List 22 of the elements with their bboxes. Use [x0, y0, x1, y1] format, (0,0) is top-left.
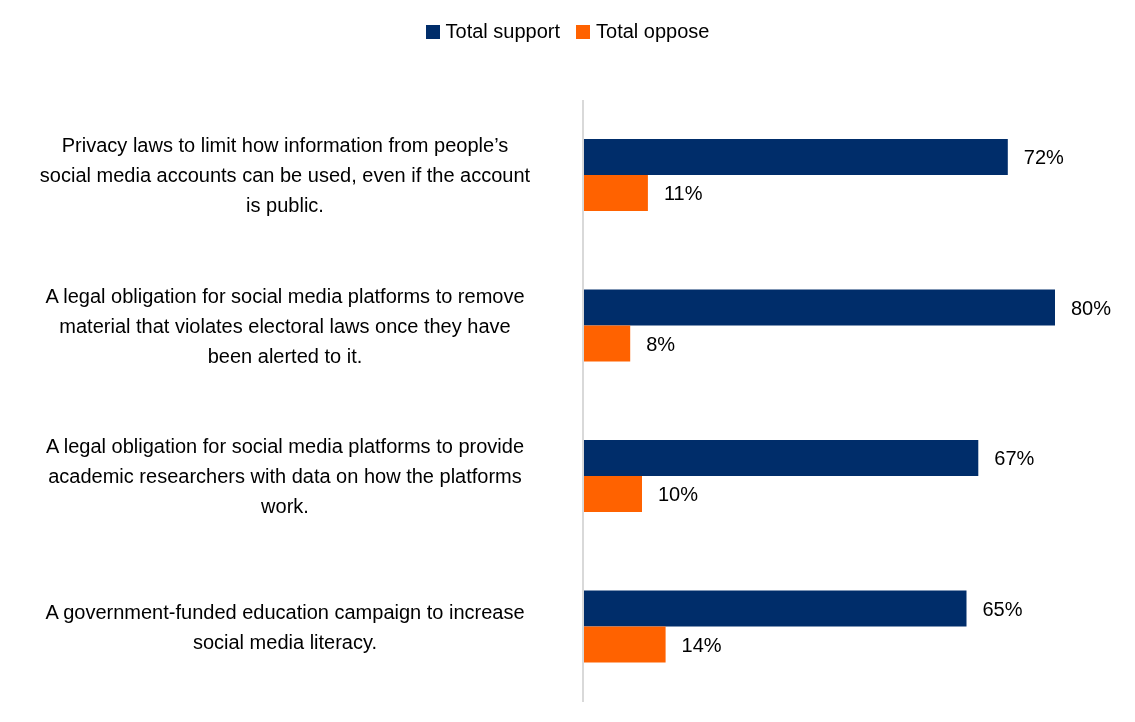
y-tick-label: A legal obligation for social media platforms to remove material that violates electoral laws once they have been alerted to it.	[45, 284, 525, 367]
data-label: 80%	[1071, 296, 1112, 319]
data-label: 67%	[994, 447, 1035, 470]
bar	[583, 289, 1055, 326]
data-label: 65%	[982, 597, 1023, 620]
bar	[583, 440, 979, 476]
bar	[583, 476, 642, 512]
data-label: 10%	[658, 483, 699, 506]
legend-label: Total support	[444, 20, 561, 43]
bar	[583, 139, 1008, 175]
data-label: 72%	[1023, 146, 1065, 169]
y-tick-label: A legal obligation for social media platforms to provide academic researchers with data on how the platforms work.	[45, 435, 525, 518]
bar	[583, 325, 631, 362]
bar	[583, 590, 967, 627]
data-label: 8%	[646, 332, 676, 355]
legend-label: Total oppose	[595, 20, 710, 43]
y-tick-label: A government-funded education campaign to increase social media literacy.	[45, 600, 525, 653]
y-tick-label: Privacy laws to limit how information from people’s social media accounts can be used, even if the account is public.	[39, 134, 531, 217]
data-label: 14%	[681, 633, 722, 656]
data-label: 11%	[663, 182, 703, 205]
bar	[583, 175, 648, 211]
bar	[583, 626, 666, 663]
